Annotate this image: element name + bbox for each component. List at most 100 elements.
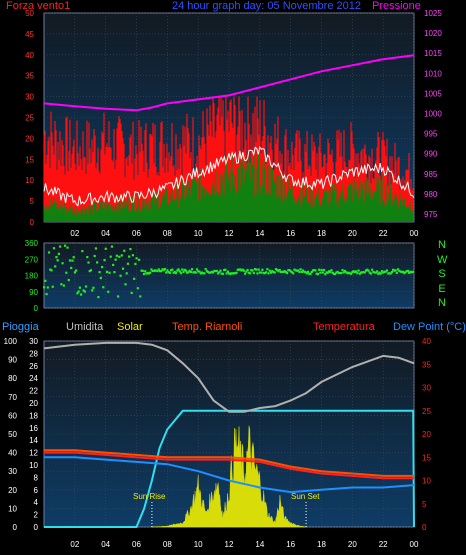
- direction-point: [126, 262, 130, 265]
- compass-w: W: [437, 253, 448, 266]
- direction-point: [214, 270, 217, 273]
- rain-y-tick: 8: [34, 473, 39, 482]
- direction-point: [350, 272, 353, 275]
- direction-point: [93, 254, 96, 258]
- direction-point: [324, 273, 327, 276]
- direction-point: [166, 269, 169, 272]
- direction-point: [380, 270, 384, 273]
- direction-point: [404, 271, 407, 274]
- direction-point: [98, 271, 101, 274]
- direction-point: [364, 269, 368, 272]
- direction-point: [152, 269, 155, 273]
- direction-point: [242, 269, 245, 272]
- direction-point: [218, 271, 221, 274]
- direction-point: [51, 285, 54, 288]
- direction-point: [353, 270, 356, 274]
- x-tick-label: 00: [410, 540, 419, 549]
- direction-point: [389, 272, 392, 275]
- direction-point: [151, 269, 154, 273]
- direction-point: [146, 271, 149, 275]
- humidity-y-tick: 50: [8, 430, 17, 439]
- chart-date-title: 24 hour graph day: 05 Novembre 2012: [172, 0, 361, 12]
- direction-point: [210, 270, 213, 273]
- direction-point: [228, 272, 231, 275]
- direction-point: [400, 270, 403, 274]
- wind-y-tick: 20: [25, 134, 34, 143]
- direction-point: [192, 271, 195, 274]
- wind-white-line: [43, 145, 415, 207]
- direction-point: [251, 269, 254, 272]
- x-tick-label: 02: [70, 229, 79, 238]
- direction-point: [292, 272, 295, 275]
- direction-point: [136, 287, 139, 290]
- x-tick-label: 04: [101, 229, 110, 238]
- temp-y-tick: 25: [422, 407, 431, 416]
- direction-point: [277, 270, 280, 273]
- direction-point: [288, 269, 291, 272]
- direction-point: [80, 293, 83, 296]
- direction-point: [320, 268, 323, 272]
- direction-point: [61, 262, 64, 265]
- direction-point: [140, 269, 143, 272]
- rain-y-tick: 18: [29, 411, 38, 420]
- direction-y-tick: 0: [34, 304, 39, 313]
- direction-point: [256, 272, 259, 275]
- direction-point: [316, 272, 319, 276]
- direction-point: [297, 269, 300, 272]
- direction-point: [81, 250, 84, 253]
- direction-point: [325, 271, 328, 274]
- x-tick-label: 06: [132, 540, 141, 549]
- x-tick-label: 18: [317, 540, 326, 549]
- wind-y-tick: 50: [25, 9, 34, 18]
- direction-point: [223, 269, 226, 272]
- direction-point: [52, 247, 56, 250]
- wind-y-tick: 25: [25, 114, 34, 123]
- direction-point: [187, 271, 190, 274]
- direction-point: [244, 272, 247, 275]
- x-tick-label: 16: [286, 229, 295, 238]
- temp-y-tick: 20: [422, 430, 431, 439]
- direction-point: [299, 268, 302, 271]
- direction-point: [211, 271, 215, 274]
- direction-point: [199, 272, 202, 275]
- direction-point: [289, 270, 292, 273]
- pressure-y-tick: 1005: [424, 89, 442, 98]
- x-tick-label: 12: [225, 229, 234, 238]
- direction-point: [385, 269, 389, 272]
- direction-point: [398, 269, 401, 272]
- solar-max-line: [44, 409, 415, 528]
- direction-point: [50, 269, 53, 272]
- rain-y-tick: 4: [34, 498, 39, 507]
- direction-point: [129, 248, 132, 251]
- direction-point: [376, 270, 379, 273]
- direction-point: [315, 272, 318, 275]
- direction-point: [262, 271, 265, 275]
- direction-point: [232, 272, 236, 275]
- wind-y-tick: 15: [25, 155, 34, 164]
- direction-point: [142, 272, 146, 276]
- direction-point: [172, 271, 175, 274]
- direction-point: [44, 279, 47, 282]
- compass-s: S: [438, 268, 446, 280]
- direction-point: [268, 269, 271, 272]
- direction-point: [368, 271, 371, 274]
- direction-point: [302, 269, 305, 272]
- rain-y-tick: 10: [29, 461, 38, 470]
- direction-point: [168, 271, 171, 274]
- direction-point: [271, 270, 274, 273]
- temp-y-tick: 10: [422, 477, 431, 486]
- direction-point: [334, 272, 337, 276]
- direction-point: [304, 271, 307, 274]
- direction-point: [239, 268, 242, 271]
- direction-point: [225, 272, 228, 275]
- direction-point: [393, 269, 396, 272]
- pressure-y-tick: 980: [424, 190, 438, 199]
- x-tick-label: 18: [317, 229, 326, 238]
- direction-point: [377, 272, 380, 275]
- humidity-y-tick: 90: [8, 356, 17, 365]
- humidity-y-tick: 30: [8, 467, 17, 476]
- direction-point: [282, 270, 285, 274]
- direction-point: [266, 268, 269, 271]
- direction-point: [311, 269, 315, 272]
- direction-point: [272, 271, 275, 274]
